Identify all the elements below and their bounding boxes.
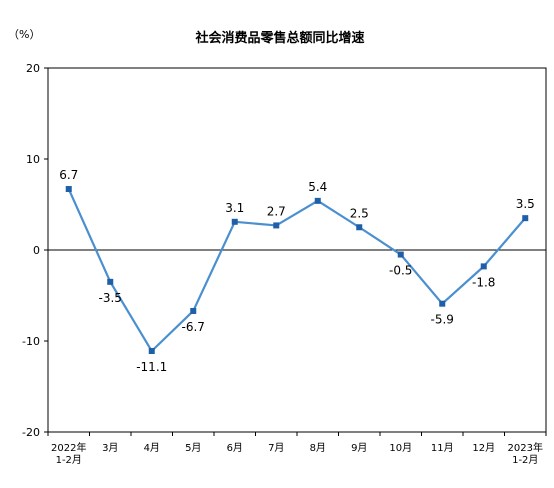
x-tick-label: 2023年 1-2月 (508, 441, 543, 466)
data-label: 2.7 (267, 204, 286, 218)
y-tick-label: -20 (22, 426, 40, 439)
y-tick-label: -10 (22, 335, 40, 348)
data-point-marker (107, 278, 114, 285)
data-label: -3.5 (99, 291, 122, 305)
data-label: 5.4 (308, 180, 327, 194)
data-label: -1.8 (472, 275, 495, 289)
y-axis-unit-label: （%） (8, 28, 40, 41)
data-point-marker (439, 300, 446, 307)
data-label: 6.7 (59, 168, 78, 182)
data-point-marker (231, 218, 238, 225)
x-tick-label: 3月 (102, 442, 118, 454)
x-tick-label: 7月 (268, 442, 284, 454)
data-label: -11.1 (136, 360, 167, 374)
x-tick-label: 12月 (472, 442, 495, 454)
x-tick-label: 9月 (351, 442, 367, 454)
x-tick-label: 8月 (310, 442, 326, 454)
x-tick-label: 5月 (185, 442, 201, 454)
data-point-marker (397, 251, 404, 258)
x-tick-label: 11月 (431, 442, 454, 454)
x-tick-label: 2022年 1-2月 (51, 441, 86, 466)
data-label: -5.9 (431, 313, 454, 327)
data-point-marker (65, 186, 72, 193)
series-line (67, 188, 527, 353)
data-point-marker (190, 307, 197, 314)
y-tick-label: 10 (26, 153, 40, 166)
data-label: -0.5 (389, 264, 412, 278)
y-tick-label: 20 (26, 62, 40, 75)
data-point-marker (148, 348, 155, 355)
x-tick-label: 6月 (227, 442, 243, 454)
data-label: -6.7 (182, 320, 205, 334)
data-point-marker (356, 224, 363, 231)
y-tick-label: 0 (33, 244, 40, 257)
x-tick-label: 4月 (144, 442, 160, 454)
x-tick-label: 10月 (389, 442, 412, 454)
series-sales-growth (65, 186, 529, 355)
data-point-marker (480, 263, 487, 270)
data-point-marker (522, 215, 529, 222)
chart-title: 社会消费品零售总额同比增速 (194, 30, 364, 46)
data-point-marker (273, 222, 280, 229)
data-labels: 6.7 -3.5 -11.1 -6.7 3.1 2.7 5.4 2.5 -0.5 -5.9 -1.8… (59, 168, 535, 374)
data-label: 3.5 (516, 197, 535, 211)
data-label: 3.1 (225, 201, 244, 215)
axes: 20 10 0 -10 -20 2022年 1-2月 3月 4月 5月 6月 7月 8月 9月 10月 11月… (22, 62, 547, 466)
data-label: 2.5 (350, 206, 369, 220)
data-point-marker (314, 197, 321, 204)
